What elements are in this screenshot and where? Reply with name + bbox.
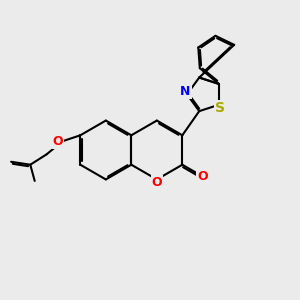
Text: S: S: [215, 101, 225, 115]
Text: N: N: [180, 85, 191, 98]
Text: O: O: [152, 176, 162, 190]
Text: O: O: [197, 170, 208, 183]
Text: O: O: [52, 135, 63, 148]
